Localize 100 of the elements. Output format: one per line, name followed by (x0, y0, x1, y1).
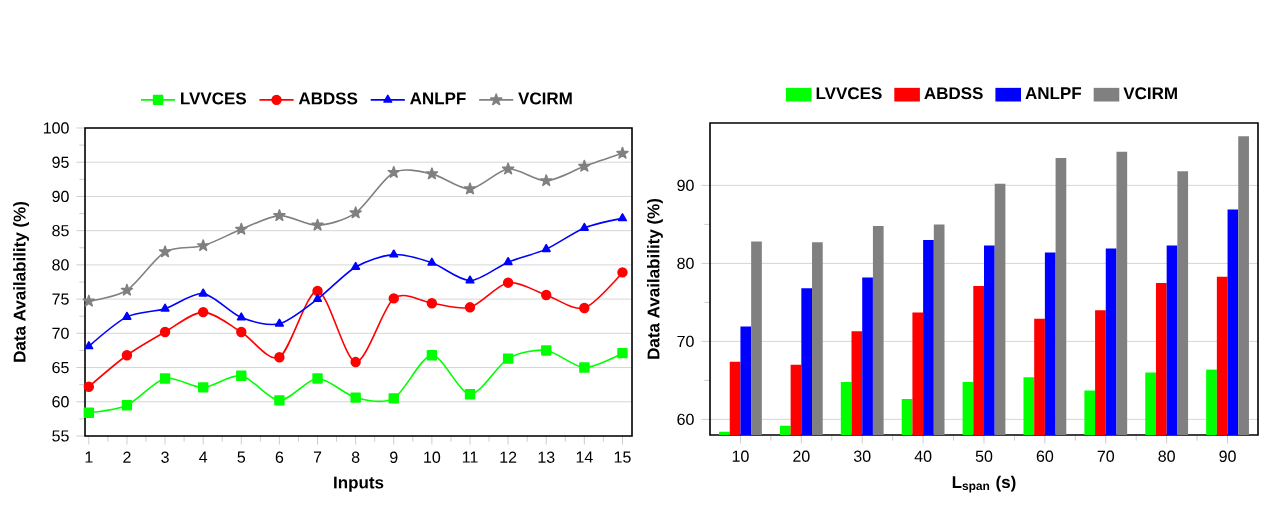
y-tick-label: 70 (677, 335, 694, 348)
x-tick-label: 7 (313, 451, 322, 463)
point (541, 243, 551, 253)
point (236, 312, 246, 321)
point (121, 399, 133, 411)
x-tick-label: 8 (351, 451, 360, 463)
x-tick-label: 80 (1158, 450, 1175, 462)
point (579, 222, 589, 231)
point (579, 302, 590, 314)
point (502, 277, 514, 288)
x-tick-label: 3 (161, 451, 169, 463)
point (158, 245, 172, 258)
point (160, 303, 170, 312)
point (273, 209, 286, 222)
point (120, 283, 134, 296)
y-tick-label: 90 (677, 179, 694, 192)
y-tick-label: 80 (677, 257, 694, 270)
point (579, 362, 590, 373)
point (617, 213, 628, 222)
x-tick-label: 13 (538, 451, 555, 463)
y-tick-label: 60 (677, 413, 694, 426)
legend-label: LVVCES (181, 92, 246, 105)
x-tick-label: 50 (975, 450, 993, 462)
point (197, 382, 209, 393)
point (159, 373, 171, 384)
y-axis-title: Data Availability (%) (13, 201, 29, 362)
point (349, 206, 362, 219)
point (463, 182, 477, 195)
x-tick-label: 70 (1097, 450, 1115, 462)
point (578, 159, 591, 172)
point (83, 407, 95, 418)
point (388, 393, 399, 404)
point (616, 146, 629, 159)
point (351, 261, 361, 270)
point (274, 318, 285, 327)
x-tick-label: 2 (123, 451, 131, 463)
y-tick-label: 75 (52, 293, 69, 305)
x-tick-label: 10 (732, 450, 749, 462)
point (464, 389, 476, 400)
point (464, 302, 476, 313)
point (389, 249, 399, 258)
legend-label: ABDSS (924, 87, 983, 100)
point (387, 165, 400, 178)
point (541, 345, 552, 356)
point (235, 222, 248, 235)
x-tick-label: 5 (237, 451, 246, 463)
legend-label: VCIRM (1123, 87, 1177, 100)
point (196, 239, 210, 252)
point (312, 373, 323, 384)
point (617, 347, 628, 359)
point (502, 353, 514, 364)
point (427, 257, 437, 266)
point (388, 293, 399, 304)
point (425, 167, 439, 180)
y-tick-label: 95 (52, 156, 69, 168)
point (350, 392, 361, 403)
point (426, 350, 438, 361)
point (540, 174, 553, 187)
point (617, 267, 628, 278)
x-tick-label: 14 (576, 451, 593, 463)
legend-label: LVVCES (816, 87, 882, 100)
x-tick-label: 9 (390, 451, 398, 463)
point (236, 370, 247, 381)
x-axis-title: L$_{span}$ (s) (952, 475, 1016, 493)
y-tick-label: 65 (52, 361, 69, 374)
x-tick-label: 60 (1036, 450, 1054, 462)
point (84, 341, 94, 350)
y-tick-label: 80 (52, 259, 69, 271)
point (122, 311, 132, 320)
y-tick-label: 70 (52, 327, 69, 339)
point (426, 298, 438, 309)
y-tick-label: 55 (52, 430, 69, 442)
point (198, 288, 208, 297)
point (82, 294, 96, 307)
point (236, 326, 247, 338)
y-tick-label: 90 (52, 190, 69, 203)
point (503, 256, 513, 266)
point (197, 306, 209, 318)
point (121, 350, 133, 361)
x-tick-label: 1 (85, 451, 93, 463)
y-tick-label: 85 (52, 225, 69, 237)
x-tick-label: 10 (424, 451, 441, 463)
x-tick-label: 4 (199, 451, 208, 463)
point (350, 356, 361, 368)
x-tick-label: 15 (614, 451, 631, 463)
point (83, 381, 95, 392)
point (274, 395, 285, 406)
y-axis-title: Data Availability (%) (647, 198, 663, 359)
y-tick-label: 60 (52, 396, 69, 408)
x-tick-label: 11 (462, 451, 478, 463)
point (541, 289, 552, 301)
point (312, 285, 323, 297)
point (159, 326, 171, 338)
x-tick-label: 90 (1219, 450, 1236, 462)
legend-label: VCIRM (518, 92, 572, 105)
x-tick-label: 12 (500, 451, 517, 463)
legend-label: ANLPF (410, 92, 466, 105)
legend-label: ANLPF (1025, 87, 1082, 100)
legend-label: ABDSS (298, 92, 358, 105)
point (501, 162, 515, 175)
